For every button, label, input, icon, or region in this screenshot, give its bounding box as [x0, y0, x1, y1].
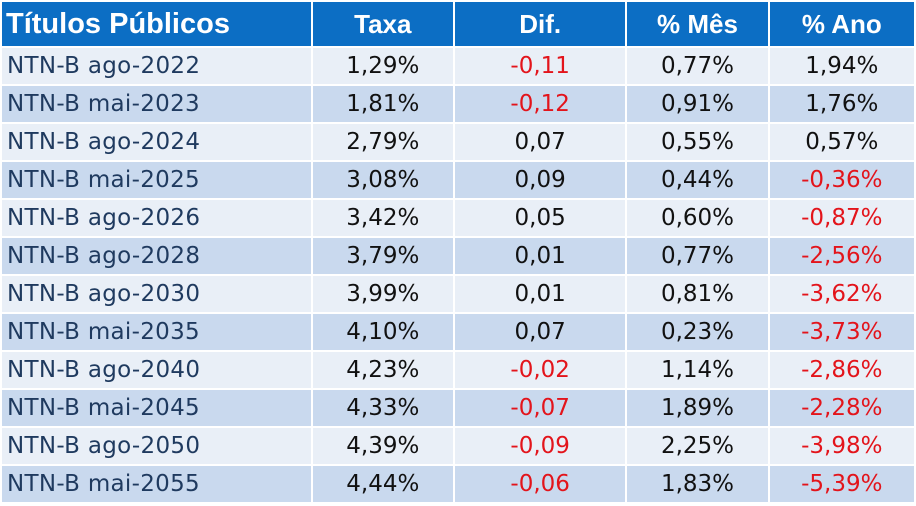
- table-row: NTN-B mai-2055 4,44% -0,06 1,83% -5,39%: [2, 466, 914, 502]
- dif-cell: -0,11: [454, 48, 626, 84]
- ano-cell: 1,76%: [769, 86, 914, 122]
- ano-cell: -2,28%: [769, 390, 914, 426]
- mes-cell: 1,14%: [627, 352, 768, 388]
- taxa-cell: 1,29%: [312, 48, 453, 84]
- table-row: NTN-B mai-2023 1,81% -0,12 0,91% 1,76%: [2, 86, 914, 122]
- table-row: NTN-B mai-2025 3,08% 0,09 0,44% -0,36%: [2, 162, 914, 198]
- header-titulos: Títulos Públicos: [2, 2, 311, 46]
- table-row: NTN-B ago-2022 1,29% -0,11 0,77% 1,94%: [2, 48, 914, 84]
- ano-cell: 0,57%: [769, 124, 914, 160]
- header-dif: Dif.: [454, 2, 626, 46]
- mes-cell: 0,44%: [627, 162, 768, 198]
- taxa-cell: 3,99%: [312, 276, 453, 312]
- dif-cell: 0,07: [454, 124, 626, 160]
- taxa-cell: 2,79%: [312, 124, 453, 160]
- bond-name: NTN-B mai-2025: [2, 162, 311, 198]
- taxa-cell: 1,81%: [312, 86, 453, 122]
- header-taxa: Taxa: [312, 2, 453, 46]
- bond-name: NTN-B ago-2024: [2, 124, 311, 160]
- ano-cell: -2,86%: [769, 352, 914, 388]
- mes-cell: 0,77%: [627, 238, 768, 274]
- table-row: NTN-B ago-2040 4,23% -0,02 1,14% -2,86%: [2, 352, 914, 388]
- dif-cell: 0,09: [454, 162, 626, 198]
- mes-cell: 0,77%: [627, 48, 768, 84]
- dif-cell: -0,12: [454, 86, 626, 122]
- mes-cell: 0,91%: [627, 86, 768, 122]
- taxa-cell: 3,42%: [312, 200, 453, 236]
- dif-cell: -0,09: [454, 428, 626, 464]
- dif-cell: -0,02: [454, 352, 626, 388]
- bond-name: NTN-B mai-2035: [2, 314, 311, 350]
- table-row: NTN-B ago-2050 4,39% -0,09 2,25% -3,98%: [2, 428, 914, 464]
- bond-name: NTN-B ago-2030: [2, 276, 311, 312]
- taxa-cell: 4,33%: [312, 390, 453, 426]
- bond-name: NTN-B ago-2040: [2, 352, 311, 388]
- mes-cell: 1,83%: [627, 466, 768, 502]
- taxa-cell: 4,23%: [312, 352, 453, 388]
- ano-cell: -3,73%: [769, 314, 914, 350]
- table-row: NTN-B mai-2035 4,10% 0,07 0,23% -3,73%: [2, 314, 914, 350]
- table-row: NTN-B ago-2028 3,79% 0,01 0,77% -2,56%: [2, 238, 914, 274]
- ano-cell: -3,98%: [769, 428, 914, 464]
- table-row: NTN-B ago-2030 3,99% 0,01 0,81% -3,62%: [2, 276, 914, 312]
- dif-cell: 0,01: [454, 276, 626, 312]
- mes-cell: 2,25%: [627, 428, 768, 464]
- taxa-cell: 3,08%: [312, 162, 453, 198]
- bond-name: NTN-B ago-2022: [2, 48, 311, 84]
- mes-cell: 0,55%: [627, 124, 768, 160]
- taxa-cell: 4,39%: [312, 428, 453, 464]
- mes-cell: 1,89%: [627, 390, 768, 426]
- taxa-cell: 4,44%: [312, 466, 453, 502]
- header-row: Títulos Públicos Taxa Dif. % Mês % Ano: [2, 2, 914, 46]
- bond-name: NTN-B ago-2050: [2, 428, 311, 464]
- bond-name: NTN-B ago-2026: [2, 200, 311, 236]
- mes-cell: 0,60%: [627, 200, 768, 236]
- table-row: NTN-B ago-2024 2,79% 0,07 0,55% 0,57%: [2, 124, 914, 160]
- bond-name: NTN-B mai-2055: [2, 466, 311, 502]
- mes-cell: 0,81%: [627, 276, 768, 312]
- ano-cell: -5,39%: [769, 466, 914, 502]
- header-ano: % Ano: [769, 2, 914, 46]
- ano-cell: 1,94%: [769, 48, 914, 84]
- dif-cell: 0,07: [454, 314, 626, 350]
- ano-cell: -0,36%: [769, 162, 914, 198]
- dif-cell: 0,05: [454, 200, 626, 236]
- taxa-cell: 4,10%: [312, 314, 453, 350]
- dif-cell: -0,07: [454, 390, 626, 426]
- bond-name: NTN-B mai-2045: [2, 390, 311, 426]
- header-mes: % Mês: [627, 2, 768, 46]
- mes-cell: 0,23%: [627, 314, 768, 350]
- dif-cell: -0,06: [454, 466, 626, 502]
- bond-name: NTN-B mai-2023: [2, 86, 311, 122]
- bond-name: NTN-B ago-2028: [2, 238, 311, 274]
- ano-cell: -0,87%: [769, 200, 914, 236]
- table-row: NTN-B mai-2045 4,33% -0,07 1,89% -2,28%: [2, 390, 914, 426]
- ano-cell: -2,56%: [769, 238, 914, 274]
- taxa-cell: 3,79%: [312, 238, 453, 274]
- dif-cell: 0,01: [454, 238, 626, 274]
- table-row: NTN-B ago-2026 3,42% 0,05 0,60% -0,87%: [2, 200, 914, 236]
- ano-cell: -3,62%: [769, 276, 914, 312]
